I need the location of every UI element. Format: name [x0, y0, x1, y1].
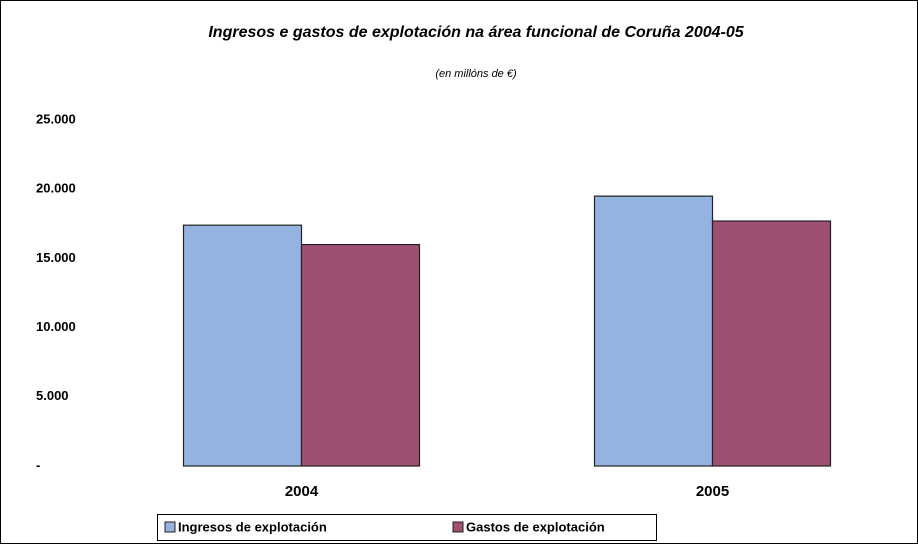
legend-box	[157, 514, 657, 541]
x-tick-label: 2005	[696, 483, 729, 500]
chart-title: Ingresos e gastos de explotación na área…	[208, 24, 744, 41]
bar	[593, 195, 714, 467]
legend-swatch	[452, 521, 464, 533]
y-tick-label: 25.000	[36, 111, 76, 126]
bar	[300, 243, 421, 467]
legend-label: Ingresos de explotación	[178, 519, 327, 534]
y-tick-label: 15.000	[36, 250, 76, 265]
bar	[182, 224, 303, 467]
bar	[711, 220, 832, 467]
y-tick-label: 10.000	[36, 319, 76, 334]
x-tick-label: 2004	[285, 483, 319, 500]
y-tick-label: -	[36, 457, 40, 472]
y-tick-label: 5.000	[36, 388, 69, 403]
y-tick-label: 20.000	[36, 181, 76, 196]
chart-subtitle: (en millóns de €)	[435, 68, 517, 80]
legend-swatch	[164, 521, 176, 533]
legend-label: Gastos de explotación	[466, 519, 605, 534]
